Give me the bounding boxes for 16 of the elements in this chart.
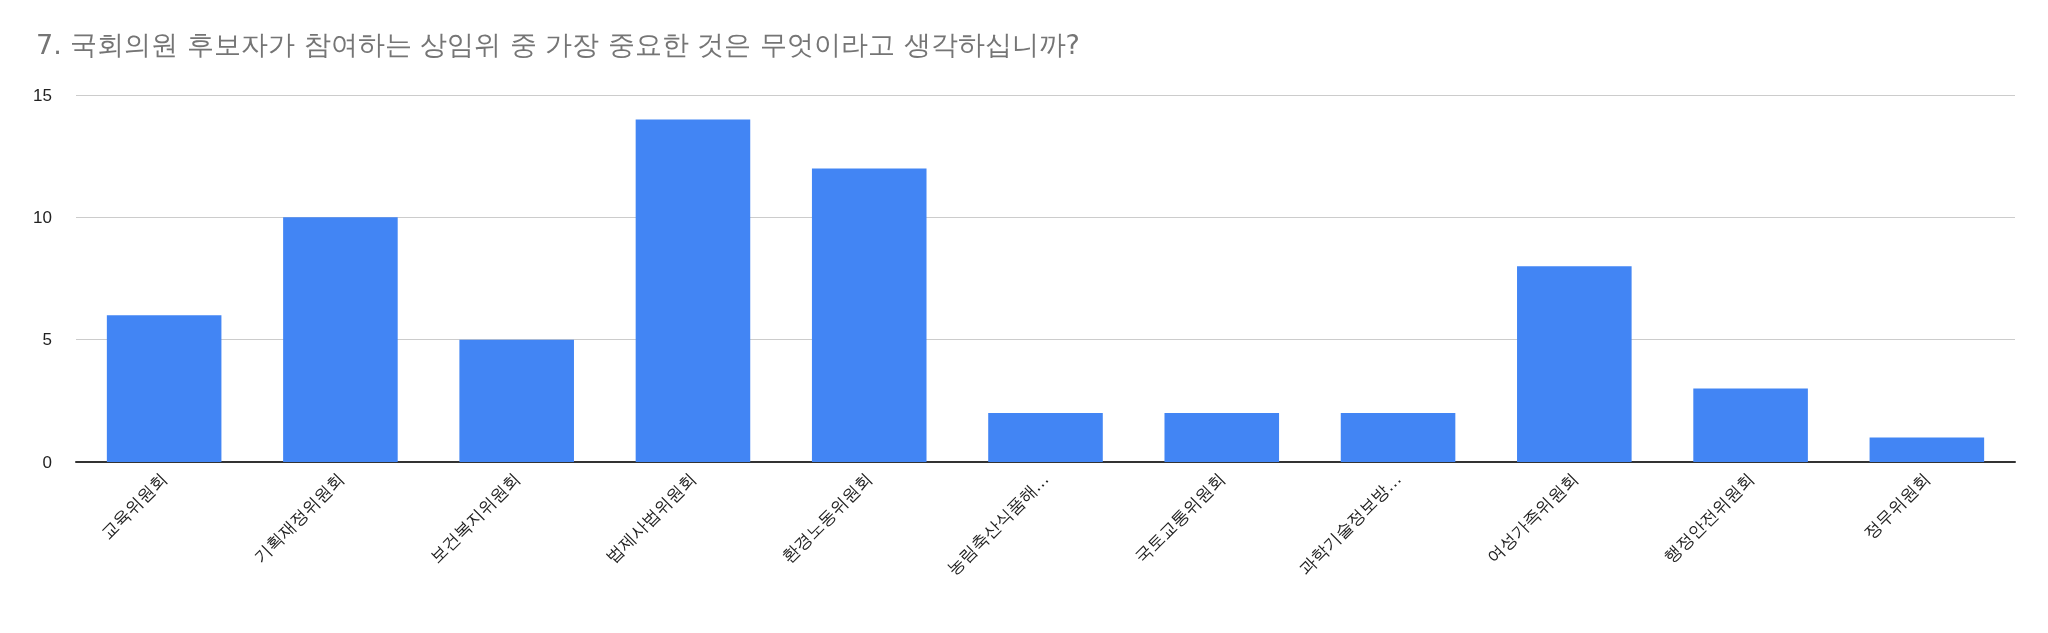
y-tick-label: 15: [33, 85, 52, 105]
bar: [811, 168, 927, 462]
bar: [283, 217, 398, 462]
bar: [1164, 413, 1280, 462]
y-tick-label: 5: [42, 330, 52, 350]
bar: [459, 339, 574, 462]
chart-title: 7. 국회의원 후보자가 참여하는 상임위 중 가장 중요한 것은 무엇이라고 생각하십니까?: [36, 29, 1080, 60]
bar: [106, 315, 222, 462]
bar: [1693, 388, 1808, 462]
bar: [988, 413, 1103, 462]
bar: [1517, 266, 1632, 462]
bar: [1869, 437, 1985, 462]
y-tick-label: 10: [33, 207, 52, 227]
y-tick-label: 0: [42, 452, 52, 472]
bar: [1340, 413, 1456, 462]
bar: [635, 119, 751, 462]
